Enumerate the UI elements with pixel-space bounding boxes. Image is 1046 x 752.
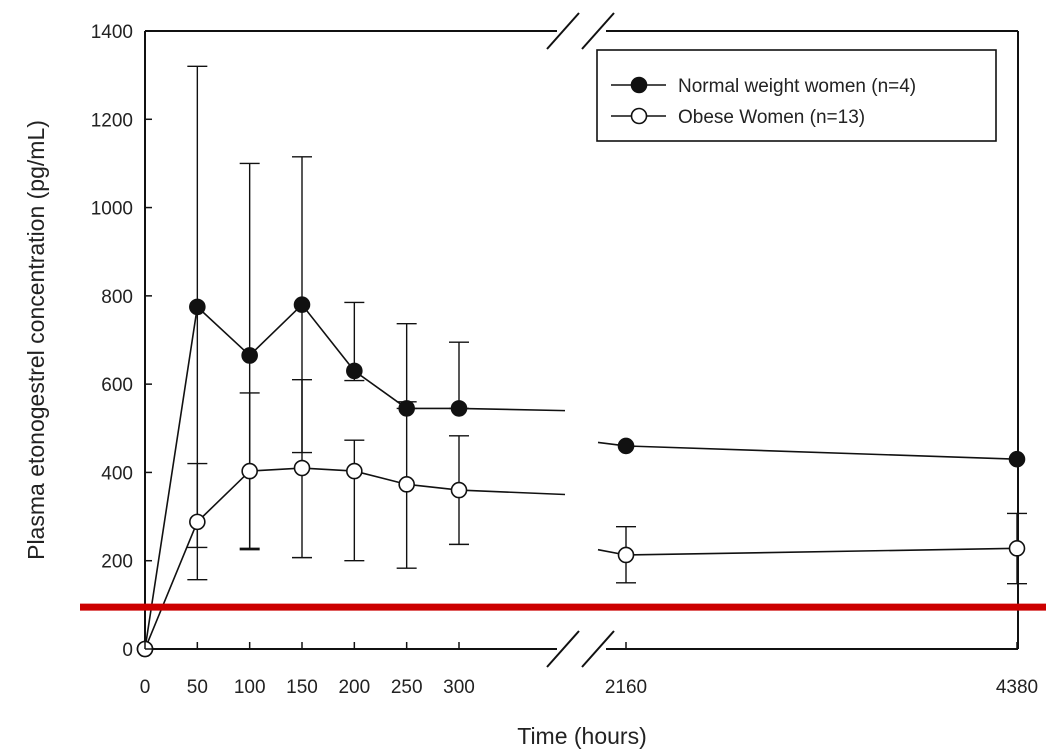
normal-weight-data-point xyxy=(293,296,311,313)
obese-data-point xyxy=(189,513,206,531)
axis-break-mark-bottom-2 xyxy=(581,630,615,668)
x-tick-label: 50 xyxy=(187,677,208,698)
legend-label-0: Normal weight women (n=4) xyxy=(678,76,916,97)
normal-weight-data-point xyxy=(1008,450,1026,468)
legend-label-1: Obese Women (n=13) xyxy=(678,107,865,128)
normal-weight-data-point xyxy=(189,298,206,316)
x-tick-label: 150 xyxy=(286,677,318,698)
axis-break-mark-bottom-1 xyxy=(546,630,580,668)
axis-break-mark-top-2 xyxy=(581,12,615,50)
normal-weight-data-point xyxy=(241,347,258,364)
series-line-tail-1 xyxy=(625,547,1018,556)
normal-weight-data-point xyxy=(617,437,635,455)
legend: Normal weight women (n=4) Obese Women (n=… xyxy=(596,49,997,142)
y-axis-title: Plasma etonogestrel concentration (pg/mL… xyxy=(23,120,49,560)
y-tick-label: 600 xyxy=(101,375,133,396)
obese-data-point xyxy=(617,546,635,564)
trend-segment-2 xyxy=(458,489,566,496)
obese-data-point xyxy=(346,462,363,480)
x-axis-title: Time (hours) xyxy=(517,723,647,749)
normal-weight-data-point xyxy=(450,400,468,417)
x-tick-label: 300 xyxy=(443,677,475,698)
axis-break-mark-top-1 xyxy=(546,12,580,50)
obese-data-point xyxy=(1008,540,1026,557)
series-line-tail-0 xyxy=(625,445,1018,460)
normal-weight-data-point xyxy=(398,400,415,417)
trend-segment-0 xyxy=(458,407,566,412)
x-tick-label: 4380 xyxy=(996,677,1038,698)
y-tick-label: 800 xyxy=(101,287,133,308)
x-tick-label: 200 xyxy=(338,677,370,698)
y-tick-label: 200 xyxy=(101,552,133,573)
x-tick-label: 0 xyxy=(140,677,151,698)
x-tick-label: 2160 xyxy=(605,677,647,698)
y-tick-label: 0 xyxy=(122,640,133,661)
obese-data-point xyxy=(241,462,258,480)
y-tick-label: 400 xyxy=(101,463,133,484)
legend-box xyxy=(596,49,997,142)
y-tick-label: 1400 xyxy=(91,22,133,43)
x-tick-label: 100 xyxy=(234,677,266,698)
y-tick-label: 1000 xyxy=(91,199,133,220)
obese-data-point xyxy=(293,459,311,477)
obese-data-point xyxy=(398,476,415,493)
y-tick-label: 1200 xyxy=(91,110,133,131)
obese-data-point xyxy=(450,481,468,499)
normal-weight-data-point xyxy=(346,362,363,380)
legend-marker-0 xyxy=(630,76,648,94)
legend-marker-1 xyxy=(630,107,648,125)
x-tick-label: 250 xyxy=(391,677,423,698)
